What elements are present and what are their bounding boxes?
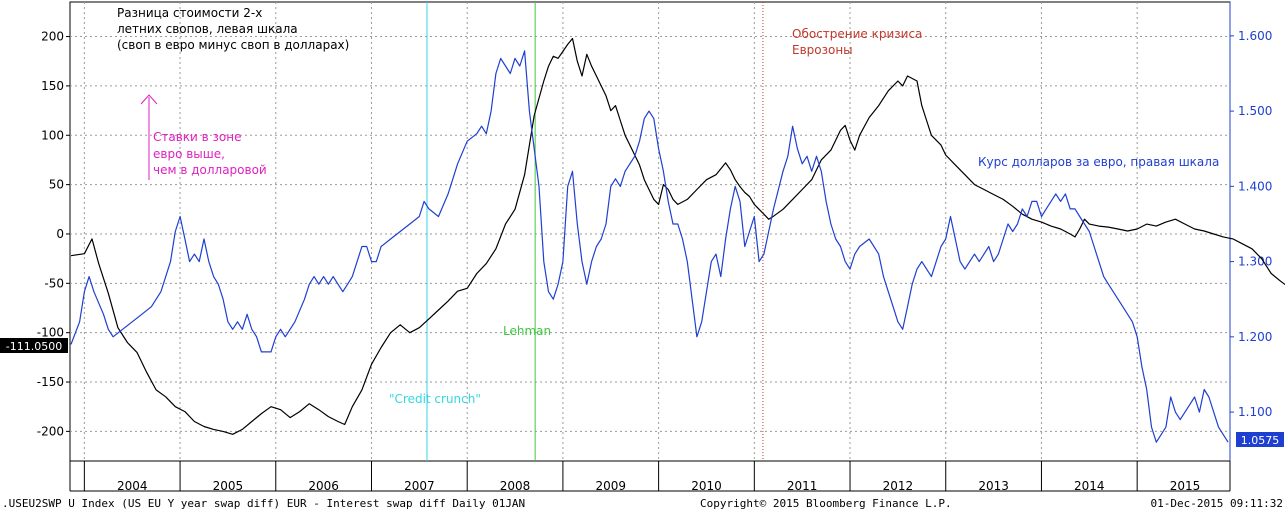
x-tick-label: 2005	[213, 479, 244, 493]
magenta-line-3: чем в долларовой	[153, 163, 267, 177]
x-tick-label: 2013	[978, 479, 1009, 493]
x-tick-label: 2015	[1170, 479, 1201, 493]
left-last-value-badge: -111.0500	[0, 338, 68, 353]
footer-right: 01-Dec-2015 09:11:32	[1151, 497, 1283, 510]
x-axis: 2004 2005 2006 2007 2008 2009 2010 2011 2012 2013…	[69, 461, 1231, 493]
x-tick-label: 2006	[308, 479, 339, 493]
right-tick-label: 1.100	[1238, 405, 1272, 419]
x-tick-label: 2007	[404, 479, 435, 493]
eurozone-line-1: Обострение кризиса	[792, 27, 922, 41]
magenta-line-1: Ставки в зоне	[153, 130, 242, 144]
right-last-value: 1.0575	[1241, 434, 1280, 447]
event-lines	[426, 2, 764, 461]
right-tick-label: 1.300	[1238, 255, 1272, 269]
eurozone-line-2: Еврозоны	[792, 43, 853, 57]
left-axis: 200 150 100 50 0 -50 -100 -150 -200	[37, 30, 70, 438]
left-tick-label: 200	[41, 30, 64, 44]
right-tick-label: 1.500	[1238, 104, 1272, 118]
right-tick-label: 1.200	[1238, 330, 1272, 344]
left-tick-label: -50	[44, 276, 64, 290]
plot-frame	[69, 1, 1231, 462]
title-line-1: Разница стоимости 2-х	[117, 6, 262, 20]
x-tick-label: 2004	[117, 479, 148, 493]
title-line-2: летних свопов, левая шкала	[117, 22, 298, 36]
left-tick-label: 0	[56, 227, 64, 241]
x-tick-label: 2011	[787, 479, 818, 493]
left-tick-label: 100	[41, 128, 64, 142]
title-line-3: (своп в евро минус своп в долларах)	[117, 38, 349, 52]
x-tick-label: 2010	[691, 479, 722, 493]
footer-left: .USEU2SWP U Index (US EU Y year swap dif…	[2, 497, 525, 510]
x-tick-label: 2009	[595, 479, 626, 493]
left-last-value: -111.0500	[6, 340, 62, 353]
fx-series-label: Курс долларов за евро, правая шкала	[978, 155, 1219, 169]
eurusd-line	[70, 50, 1229, 443]
right-tick-label: 1.600	[1238, 29, 1272, 43]
footer-center: Copyright© 2015 Bloomberg Finance L.P.	[700, 497, 952, 510]
left-tick-label: 150	[41, 79, 64, 93]
left-tick-label: -100	[37, 326, 64, 340]
left-tick-label: -150	[37, 375, 64, 389]
x-tick-label: 2014	[1074, 479, 1105, 493]
x-tick-label: 2012	[883, 479, 914, 493]
series-group	[70, 37, 1285, 443]
magenta-line-2: евро выше,	[153, 147, 225, 161]
left-tick-label: 50	[49, 178, 64, 192]
right-last-value-badge: 1.0575	[1236, 432, 1284, 447]
right-axis: 1.600 1.500 1.400 1.300 1.200 1.100	[1229, 2, 1272, 461]
credit-crunch-label: "Credit crunch"	[389, 392, 481, 406]
lehman-label: Lehman	[503, 324, 551, 338]
right-tick-label: 1.400	[1238, 179, 1272, 193]
left-tick-label: -200	[37, 424, 64, 438]
magenta-arrow	[140, 94, 158, 180]
x-tick-label: 2008	[500, 479, 531, 493]
swap-diff-line	[70, 37, 1285, 435]
grid	[70, 2, 1230, 461]
